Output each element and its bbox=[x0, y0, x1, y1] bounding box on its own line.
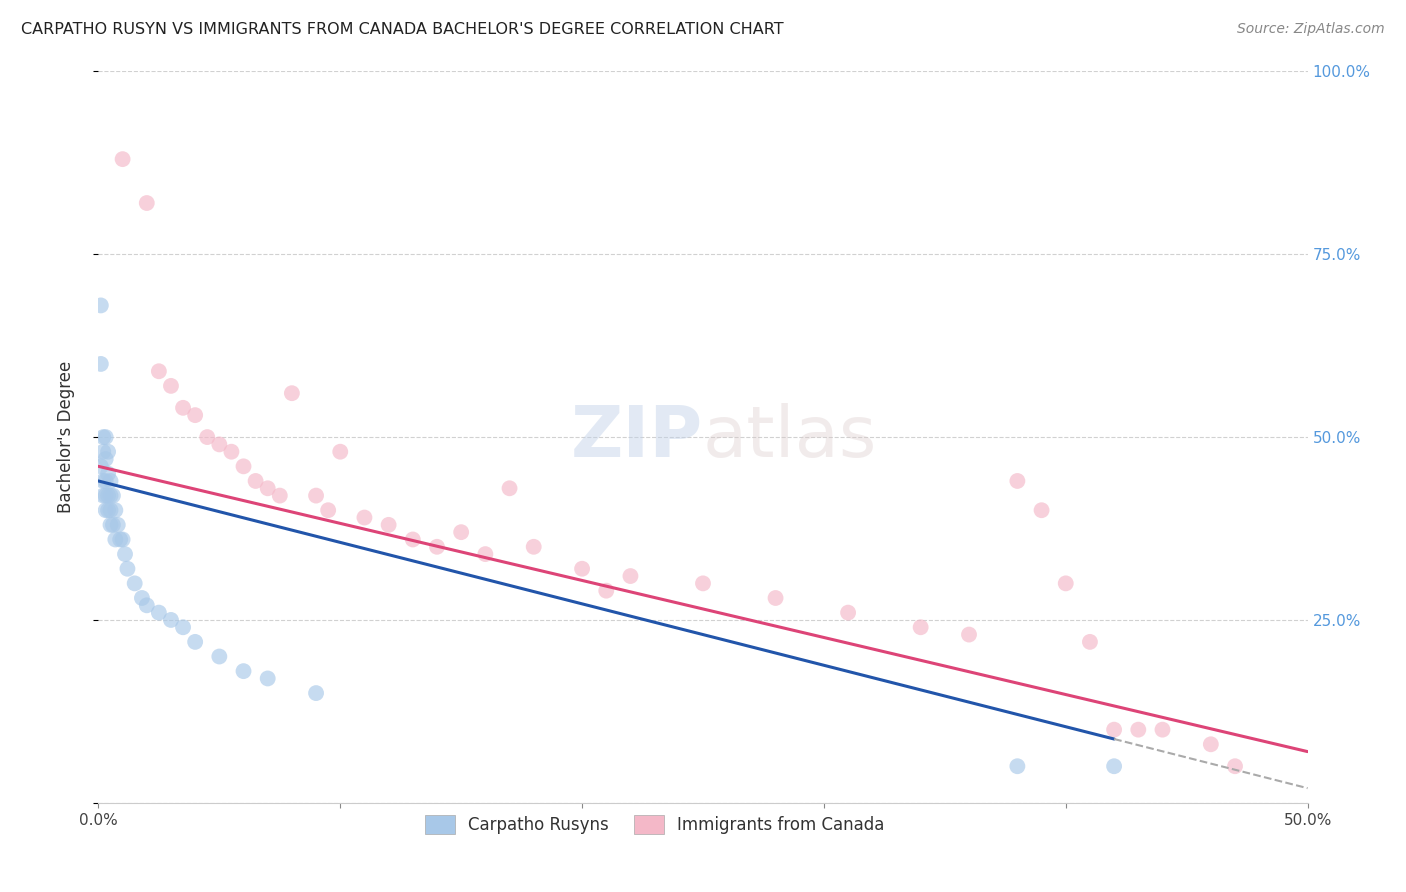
Point bbox=[160, 379, 183, 393]
Point bbox=[94, 474, 117, 488]
Point bbox=[765, 591, 787, 605]
Point bbox=[100, 474, 122, 488]
Point bbox=[90, 298, 112, 312]
Point bbox=[1128, 723, 1150, 737]
Point bbox=[1199, 737, 1222, 751]
Point bbox=[208, 437, 231, 451]
Point bbox=[1102, 759, 1125, 773]
Point bbox=[104, 533, 127, 547]
Text: CARPATHO RUSYN VS IMMIGRANTS FROM CANADA BACHELOR'S DEGREE CORRELATION CHART: CARPATHO RUSYN VS IMMIGRANTS FROM CANADA… bbox=[21, 22, 783, 37]
Point bbox=[232, 459, 254, 474]
Point bbox=[329, 444, 352, 458]
Point bbox=[148, 606, 170, 620]
Point bbox=[498, 481, 520, 495]
Point bbox=[148, 364, 170, 378]
Point bbox=[100, 489, 122, 503]
Point bbox=[124, 576, 146, 591]
Point bbox=[94, 452, 117, 467]
Point bbox=[837, 606, 859, 620]
Point bbox=[571, 562, 593, 576]
Point bbox=[232, 664, 254, 678]
Point bbox=[305, 686, 328, 700]
Point bbox=[184, 635, 207, 649]
Point bbox=[97, 444, 120, 458]
Point bbox=[94, 489, 117, 503]
Point bbox=[1007, 759, 1029, 773]
Point bbox=[91, 489, 114, 503]
Point bbox=[117, 562, 139, 576]
Text: ZIP: ZIP bbox=[571, 402, 703, 472]
Point bbox=[402, 533, 425, 547]
Point bbox=[94, 430, 117, 444]
Point bbox=[160, 613, 183, 627]
Point bbox=[523, 540, 546, 554]
Point bbox=[1078, 635, 1101, 649]
Legend: Carpatho Rusyns, Immigrants from Canada: Carpatho Rusyns, Immigrants from Canada bbox=[413, 803, 896, 846]
Point bbox=[1054, 576, 1077, 591]
Point bbox=[101, 517, 124, 532]
Point bbox=[108, 533, 131, 547]
Point bbox=[692, 576, 714, 591]
Point bbox=[131, 591, 153, 605]
Point bbox=[256, 672, 278, 686]
Point bbox=[107, 517, 129, 532]
Point bbox=[910, 620, 932, 634]
Point bbox=[90, 459, 112, 474]
Point bbox=[135, 196, 157, 211]
Point bbox=[1102, 723, 1125, 737]
Point bbox=[94, 503, 117, 517]
Point bbox=[377, 517, 399, 532]
Point bbox=[97, 489, 120, 503]
Text: atlas: atlas bbox=[703, 402, 877, 472]
Point bbox=[426, 540, 449, 554]
Point bbox=[91, 430, 114, 444]
Point bbox=[208, 649, 231, 664]
Point bbox=[195, 430, 218, 444]
Point bbox=[1223, 759, 1246, 773]
Point bbox=[90, 357, 112, 371]
Point bbox=[281, 386, 304, 401]
Point bbox=[97, 467, 120, 481]
Point bbox=[269, 489, 291, 503]
Point bbox=[353, 510, 375, 524]
Point bbox=[1007, 474, 1029, 488]
Point bbox=[184, 408, 207, 422]
Point bbox=[221, 444, 243, 458]
Point bbox=[97, 503, 120, 517]
Point bbox=[957, 627, 980, 641]
Y-axis label: Bachelor's Degree: Bachelor's Degree bbox=[56, 361, 75, 513]
Point bbox=[104, 503, 127, 517]
Point bbox=[1031, 503, 1053, 517]
Point bbox=[474, 547, 496, 561]
Point bbox=[135, 599, 157, 613]
Point bbox=[595, 583, 617, 598]
Point bbox=[450, 525, 472, 540]
Point bbox=[100, 517, 122, 532]
Point bbox=[114, 547, 136, 561]
Point bbox=[172, 401, 194, 415]
Point bbox=[305, 489, 328, 503]
Point bbox=[111, 152, 134, 166]
Point bbox=[111, 533, 134, 547]
Point bbox=[100, 503, 122, 517]
Point bbox=[1152, 723, 1174, 737]
Point bbox=[101, 489, 124, 503]
Point bbox=[256, 481, 278, 495]
Point bbox=[316, 503, 339, 517]
Point bbox=[91, 474, 114, 488]
Point bbox=[245, 474, 267, 488]
Text: Source: ZipAtlas.com: Source: ZipAtlas.com bbox=[1237, 22, 1385, 37]
Point bbox=[91, 444, 114, 458]
Point bbox=[172, 620, 194, 634]
Point bbox=[619, 569, 641, 583]
